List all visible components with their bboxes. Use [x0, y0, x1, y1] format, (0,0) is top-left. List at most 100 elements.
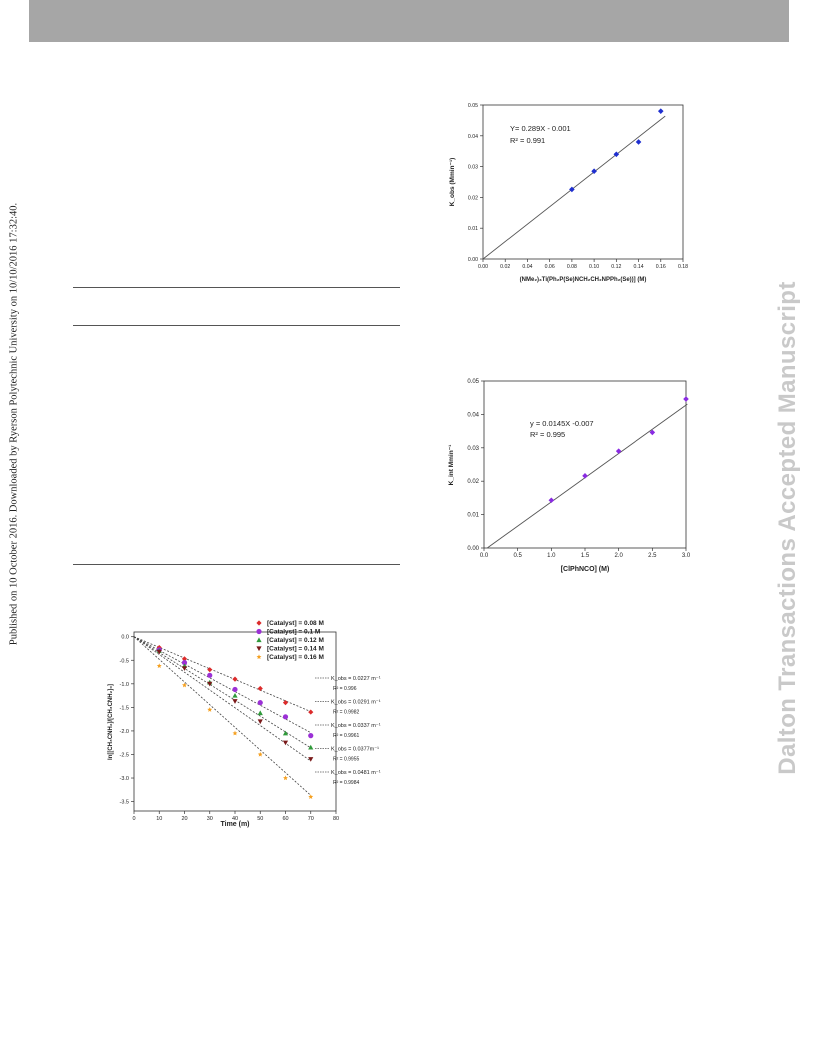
- fit-r-squared: R² = 0.9961: [333, 733, 359, 739]
- fit-line: [482, 115, 666, 260]
- y-axis-label: K_obs (Mmin⁻¹): [449, 158, 456, 207]
- x-axis-label: (NMe₂)₃Ti(Ph₂P(Se)NCH₂CH₂NPPh₂(Se))] (M): [520, 277, 647, 283]
- data-point: [657, 108, 664, 114]
- y-tick-label: 0.05: [467, 379, 479, 385]
- fit-line: [133, 636, 311, 762]
- legend-marker: [256, 637, 262, 643]
- y-tick-label: 0.03: [468, 165, 478, 171]
- table-rule-bottom: [73, 564, 400, 565]
- x-tick-label: 0.00: [478, 264, 488, 270]
- x-axis-label: Time (m): [220, 821, 249, 828]
- data-point: [548, 497, 555, 504]
- data-point: [207, 672, 213, 678]
- x-tick-label: 0.06: [545, 264, 555, 270]
- data-point: [232, 699, 238, 704]
- data-point: [308, 709, 314, 715]
- y-tick-label: -1.5: [120, 705, 129, 711]
- data-point: [283, 775, 288, 781]
- x-tick-label: 0.08: [567, 264, 577, 270]
- data-point: [615, 448, 622, 454]
- x-tick-label: 0.04: [522, 264, 532, 270]
- fit-label: K_obs = 0.0227 m⁻¹: [331, 676, 381, 682]
- data-point: [207, 707, 213, 712]
- x-tick-label: 30: [207, 816, 213, 822]
- data-point: [635, 139, 642, 145]
- legend-label: [Catalyst] = 0.1 M: [267, 629, 320, 636]
- y-tick-label: -3.0: [120, 776, 129, 782]
- legend-marker: [256, 628, 262, 635]
- fit-r-squared: R² = 0.9984: [333, 780, 359, 786]
- data-point: [232, 692, 238, 698]
- data-point: [232, 730, 238, 736]
- fit-equation: Y= 0.289X - 0.001: [510, 124, 571, 133]
- legend-label: [Catalyst] = 0.08 M: [267, 620, 324, 627]
- x-tick-label: 40: [232, 816, 238, 822]
- data-point: [649, 429, 656, 436]
- x-tick-label: 10: [156, 816, 162, 822]
- y-tick-label: -1.0: [120, 682, 129, 688]
- x-tick-label: 2.0: [614, 553, 623, 559]
- data-point: [282, 700, 289, 706]
- x-axis-label: [ClPhNCO] (M): [561, 566, 610, 573]
- data-point: [282, 714, 289, 720]
- fit-r-squared: R² = 0.991: [510, 136, 545, 145]
- data-point: [308, 733, 314, 739]
- fit-equation: y = 0.0145X -0.007: [530, 419, 594, 428]
- y-tick-label: -3.5: [120, 800, 129, 806]
- x-tick-label: 0.16: [656, 264, 666, 270]
- y-tick-label: 0.01: [468, 226, 478, 232]
- table-rule-middle: [73, 325, 400, 326]
- y-tick-label: 0.02: [467, 479, 479, 485]
- x-tick-label: 0.14: [634, 264, 644, 270]
- x-tick-label: 3.0: [682, 553, 691, 559]
- data-point: [308, 757, 314, 762]
- fit-r-squared: R² = 0.996: [333, 686, 357, 692]
- fit-r-squared: R² = 0.9982: [333, 710, 359, 716]
- x-tick-label: 1.0: [547, 553, 556, 559]
- data-point: [569, 186, 575, 193]
- data-point: [181, 656, 188, 662]
- x-tick-label: 2.5: [648, 553, 657, 559]
- data-point: [257, 710, 263, 716]
- fit-label: K_obs = 0.0337 m⁻¹: [331, 723, 381, 729]
- legend-label: [Catalyst] = 0.12 M: [267, 637, 324, 644]
- y-tick-label: -2.5: [120, 752, 129, 758]
- data-point: [156, 663, 162, 669]
- x-tick-label: 80: [333, 816, 339, 822]
- data-point: [207, 667, 213, 673]
- journal-header-bar: [29, 0, 789, 42]
- fit-line: [133, 636, 311, 712]
- x-tick-label: 20: [181, 816, 187, 822]
- data-point: [181, 666, 188, 671]
- legend-label: [Catalyst] = 0.16 M: [267, 654, 324, 661]
- y-axis-label: K_int Mmin⁻¹: [448, 445, 455, 486]
- x-tick-label: 0.10: [589, 264, 599, 270]
- table-rule-top: [73, 287, 400, 288]
- y-tick-label: 0.00: [467, 546, 479, 552]
- data-point: [257, 685, 263, 692]
- x-tick-label: 50: [257, 816, 263, 822]
- y-axis-label: ln[[CH₃CNH₂]/[CH₃CNH₂]₀]: [108, 684, 114, 760]
- plot-frame: [482, 104, 684, 260]
- x-tick-label: 0.18: [678, 264, 688, 270]
- data-point: [182, 682, 187, 688]
- fit-r-squared: R² = 0.995: [530, 430, 565, 439]
- x-tick-label: 70: [308, 816, 314, 822]
- y-tick-label: -2.0: [120, 729, 129, 735]
- data-point: [257, 700, 263, 706]
- x-tick-label: 0.12: [611, 264, 621, 270]
- data-point: [683, 396, 689, 402]
- y-tick-label: 0.02: [468, 195, 478, 201]
- fit-label: K_obs = 0.0377m⁻¹: [331, 747, 379, 753]
- data-point: [207, 681, 213, 687]
- y-tick-label: 0.00: [468, 257, 478, 263]
- fit-line: [133, 636, 311, 734]
- data-point: [282, 730, 289, 736]
- y-tick-label: -0.5: [120, 658, 129, 664]
- data-point: [257, 719, 263, 725]
- data-point: [308, 744, 314, 750]
- data-point: [582, 473, 588, 479]
